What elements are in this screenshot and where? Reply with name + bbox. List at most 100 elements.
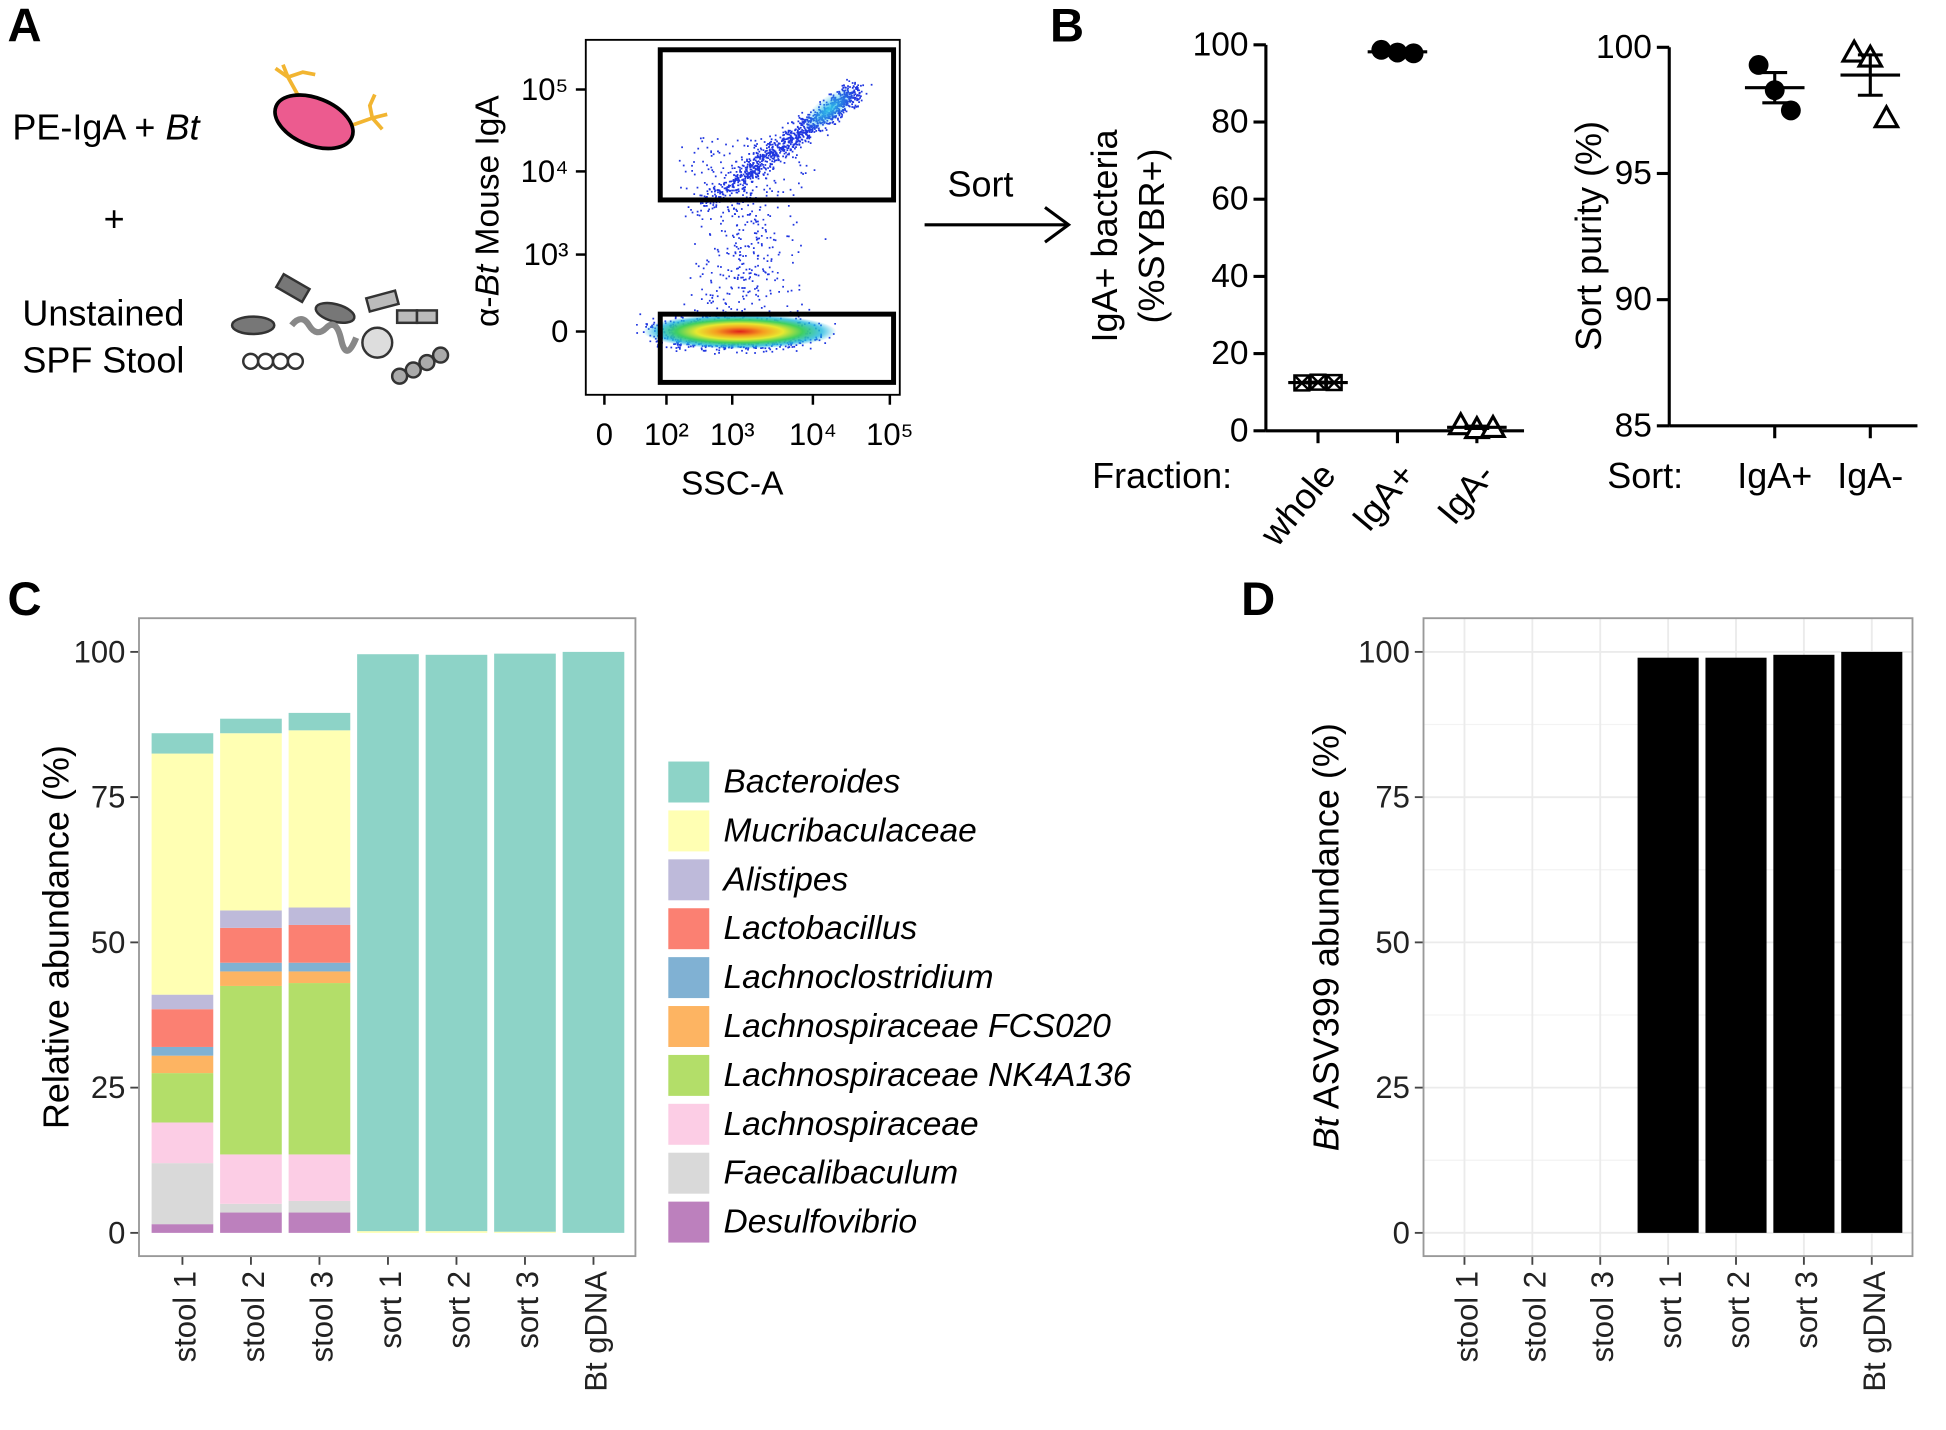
plus-sign: + — [104, 198, 125, 239]
legend-label: Lachnospiraceae NK4A136 — [724, 1057, 1132, 1094]
stain-label: PE-IgA + Bt — [12, 106, 201, 147]
bar-segment — [151, 733, 214, 754]
bar-segment — [288, 971, 351, 984]
legend-key — [667, 955, 711, 1000]
x-tick-label: sort 1 — [373, 1271, 408, 1349]
panel-letter: C — [7, 572, 41, 625]
flow-y-tick-label: 10⁵ — [521, 72, 568, 107]
x-tick-label: sort 3 — [1789, 1271, 1824, 1349]
x-tick-label: sort 3 — [510, 1271, 545, 1349]
flow-y-label-part: Bt — [469, 263, 506, 296]
bar-segment — [288, 712, 351, 731]
bar-segment — [425, 654, 488, 1232]
panel-letter: B — [1050, 0, 1084, 51]
y-tick-label: 0 — [1393, 1215, 1410, 1250]
x-tick-label: sort 2 — [1721, 1271, 1756, 1349]
legend-key — [667, 858, 711, 902]
stool-cartoon — [230, 272, 450, 385]
stain-label-part: Bt — [165, 106, 201, 147]
bar-segment — [220, 1154, 282, 1204]
y-tick-label: 25 — [1375, 1070, 1410, 1105]
y-axis-label-part: Bt — [1305, 1115, 1346, 1151]
legend-label: Lachnospiraceae — [724, 1106, 979, 1143]
x-tick-label: IgA+ — [1343, 455, 1423, 539]
legend-label: Alistipes — [722, 861, 849, 898]
bar-segment — [220, 1203, 282, 1213]
y-tick-label: 100 — [74, 634, 126, 669]
bar-segment — [494, 1231, 556, 1233]
bar-segment — [151, 1055, 214, 1074]
y-tick-label: 80 — [1211, 104, 1248, 141]
error-bar — [1762, 70, 1788, 105]
y-tick-label: 50 — [1375, 925, 1410, 960]
flow-x-tick-label: 0 — [596, 417, 613, 452]
y-tick-label: 50 — [91, 925, 126, 960]
bar-segment — [220, 733, 282, 911]
stain-label-part: PE-IgA + — [12, 106, 165, 147]
flow-y-label: α-Bt Mouse IgA — [469, 95, 506, 327]
bar-segment — [220, 985, 282, 1155]
flow-y-label-part: Mouse IgA — [469, 95, 506, 265]
flow-x-tick-label: 10² — [644, 417, 689, 452]
point — [1748, 55, 1769, 75]
arrow-label: Sort — [947, 163, 1013, 204]
legend-key — [667, 1102, 711, 1147]
bar-segment — [357, 654, 419, 1232]
bar-segment — [220, 1212, 282, 1233]
x-tick-label: stool 1 — [1449, 1271, 1484, 1362]
x-tick-label: stool 3 — [1585, 1271, 1620, 1362]
x-tick-label: stool 1 — [167, 1271, 202, 1362]
legend-label: Faecalibaculum — [724, 1155, 959, 1192]
y-tick-label: 20 — [1211, 335, 1248, 372]
x-tick-label: IgA- — [1837, 455, 1903, 496]
y-tick-label: 100 — [1596, 29, 1652, 66]
bar-segment — [151, 1122, 214, 1164]
bar-segment — [151, 994, 214, 1010]
y-tick-label: 0 — [1230, 412, 1249, 449]
y-axis-label-part: ASV399 abundance (%) — [1305, 723, 1346, 1117]
x-tick-label: stool 2 — [236, 1271, 271, 1362]
bar-segment — [288, 907, 351, 925]
bar-segment — [151, 1073, 214, 1123]
error-bar-line — [1305, 380, 1331, 385]
legend-label: Lachnoclostridium — [724, 959, 994, 996]
flow-x-label: SSC-A — [681, 466, 784, 503]
legend-label: Bacteroides — [724, 764, 901, 801]
x-prefix: Fraction: — [1092, 455, 1232, 496]
bar-segment — [288, 730, 351, 908]
bar-segment — [151, 1163, 214, 1225]
bar-segment — [220, 962, 282, 972]
legend-label: Desulfovibrio — [724, 1204, 918, 1241]
panel-border — [1422, 617, 1914, 1258]
x-tick-label: Bt gDNA — [578, 1271, 613, 1392]
bar-segment — [494, 653, 556, 1232]
legend-label: Lactobacillus — [724, 910, 918, 947]
y-tick-label: 60 — [1211, 181, 1248, 218]
bar-segment — [288, 1212, 351, 1233]
flow-y-tick-label: 10⁴ — [521, 154, 569, 189]
bar-segment — [562, 651, 625, 1233]
bar-segment — [220, 910, 282, 928]
flow-density — [802, 87, 856, 132]
stool-label: Unstained — [22, 292, 184, 333]
bar-segment — [288, 924, 351, 963]
error-bar — [1464, 424, 1490, 431]
error-bar — [1857, 53, 1883, 97]
x-tick-label: stool 3 — [304, 1271, 339, 1362]
bar-segment — [151, 753, 214, 995]
gate-iga-pos — [657, 47, 897, 203]
bar-segment — [288, 1154, 351, 1201]
legend-key — [667, 906, 711, 951]
stool-label: SPF Stool — [22, 340, 184, 381]
gate-iga-neg — [657, 311, 897, 385]
y-tick-label: 95 — [1615, 155, 1652, 192]
y-axis-label: (%SYBR+) — [1131, 148, 1172, 323]
bacterium — [273, 93, 355, 151]
legend-label: Mucribaculaceae — [724, 812, 977, 849]
legend-key — [667, 1151, 711, 1195]
legend-key — [667, 1004, 711, 1049]
bar-segment — [151, 1009, 214, 1047]
y-tick-label: 40 — [1211, 258, 1248, 295]
